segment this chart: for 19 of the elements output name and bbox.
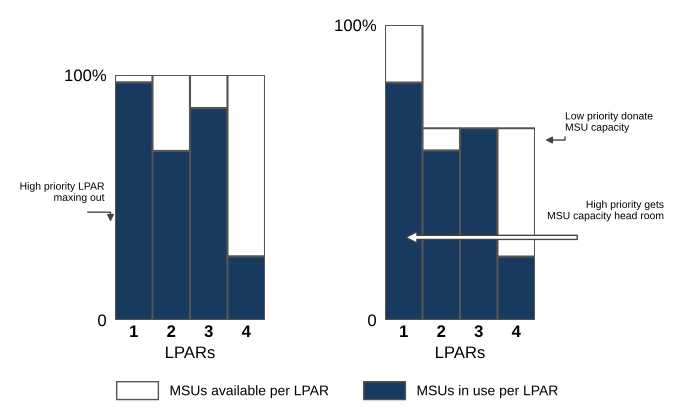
y-tick-label: 0 — [98, 314, 106, 326]
y-tick-label: 0 — [368, 314, 376, 326]
x-tick-label: 3 — [204, 325, 213, 338]
text: High priority gets MSU capacity head room — [548, 200, 664, 222]
text: Low priority donate MSU capacity — [566, 112, 653, 133]
x-tick-label: 2 — [437, 325, 446, 337]
y-tick-label: 100% — [65, 69, 106, 82]
legend-label: MSUs in use per LPAR — [418, 385, 558, 398]
text: High priority LPAR maxing out — [20, 182, 104, 204]
x-tick-label: 4 — [242, 325, 251, 337]
x-tick-label: 4 — [512, 325, 521, 337]
x-tick-label: 3 — [474, 325, 483, 338]
x-tick-label: 1 — [400, 325, 408, 337]
x-tick-label: 1 — [130, 325, 138, 337]
x-tick-label: 2 — [167, 325, 176, 337]
legend-label: MSUs available per LPAR — [170, 385, 328, 398]
y-tick-label: 100% — [335, 19, 376, 32]
x-axis-title: LPARs — [436, 346, 485, 358]
x-axis-title: LPARs — [166, 346, 215, 358]
